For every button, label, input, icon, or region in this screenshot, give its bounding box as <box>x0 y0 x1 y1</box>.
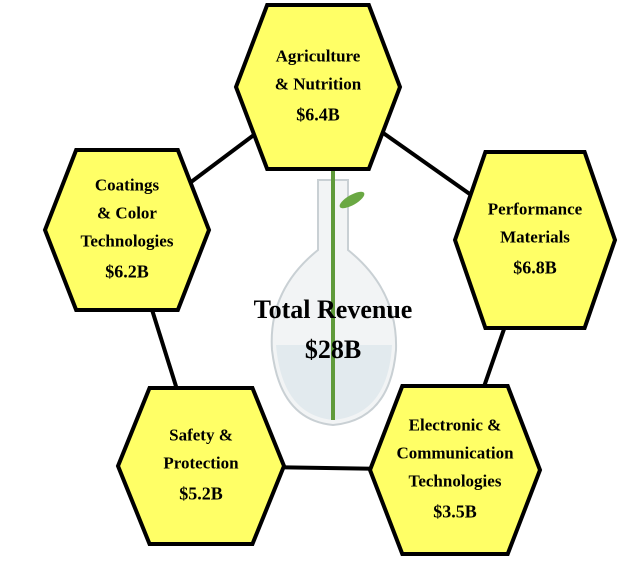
node-label: Agriculture <box>276 46 361 65</box>
node-value: $5.2B <box>179 484 223 504</box>
node-value: $3.5B <box>433 502 477 522</box>
hexagons: Agriculture & Nutrition $6.4B Performance Ma… <box>42 2 618 556</box>
node-label: Performance <box>488 199 583 218</box>
center-title: Total Revenue <box>254 295 413 324</box>
node: Performance Materials $6.8B <box>452 150 618 330</box>
node: Agriculture & Nutrition $6.4B <box>233 2 403 171</box>
node-label: Safety & <box>169 425 233 444</box>
node-label: Coatings <box>95 175 160 194</box>
node-label: & Nutrition <box>275 74 362 93</box>
hexagon <box>452 150 618 330</box>
node-label: Electronic & <box>409 415 502 434</box>
node-label: Materials <box>500 227 570 246</box>
node-label: Technologies <box>409 471 502 490</box>
hexagon <box>233 2 403 171</box>
node-value: $6.8B <box>513 258 557 278</box>
hexagon <box>367 384 543 556</box>
node: Coatings & Color Technologies $6.2B <box>42 148 212 312</box>
node-label: Technologies <box>81 231 174 250</box>
node-value: $6.4B <box>296 105 340 125</box>
node: Electronic & Communication Technologies $3.… <box>367 384 543 556</box>
node-value: $6.2B <box>105 262 149 282</box>
node-label: & Color <box>97 203 157 222</box>
center-value: $28B <box>305 335 361 364</box>
node: Safety & Protection $5.2B <box>115 386 287 546</box>
leaf <box>339 191 365 209</box>
node-label: Communication <box>396 443 514 462</box>
hexagon <box>115 386 287 546</box>
hexagon <box>42 148 212 312</box>
node-label: Protection <box>163 453 239 472</box>
